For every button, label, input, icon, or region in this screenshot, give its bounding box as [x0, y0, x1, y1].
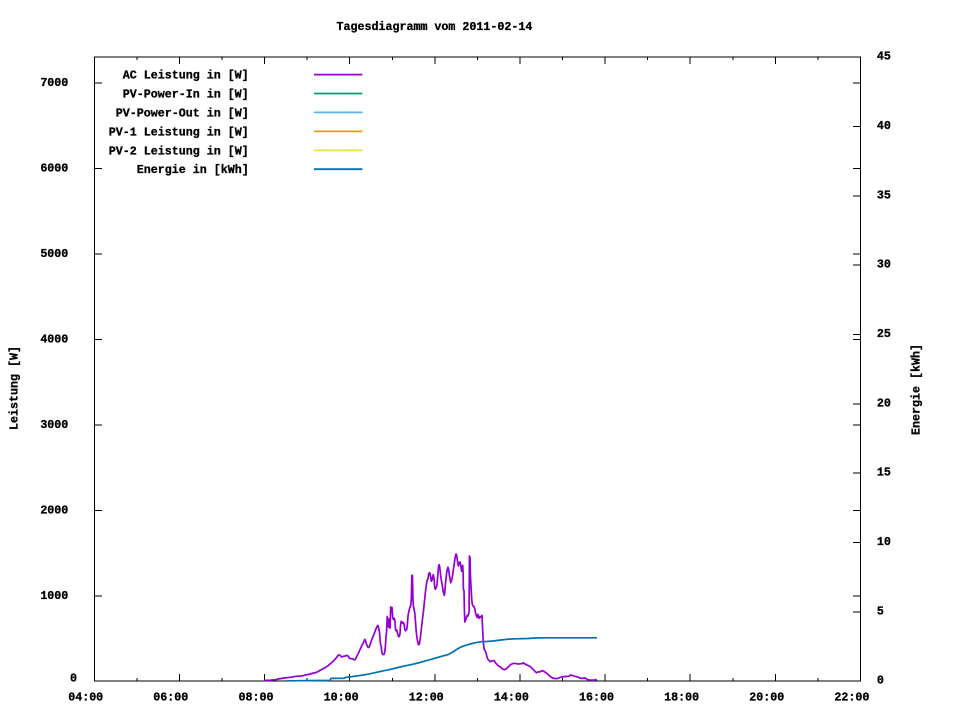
svg-text:PV-1 Leistung in [W]: PV-1 Leistung in [W] — [109, 125, 249, 139]
svg-text:06:00: 06:00 — [153, 691, 188, 705]
svg-text:25: 25 — [877, 327, 891, 341]
svg-text:20:00: 20:00 — [749, 691, 784, 705]
svg-text:20: 20 — [877, 396, 891, 410]
svg-text:1000: 1000 — [40, 589, 68, 603]
svg-text:5000: 5000 — [40, 247, 68, 261]
svg-text:12:00: 12:00 — [409, 691, 444, 705]
svg-text:10: 10 — [877, 535, 891, 549]
svg-text:4000: 4000 — [40, 332, 68, 346]
svg-text:PV-2 Leistung in [W]: PV-2 Leistung in [W] — [109, 144, 249, 158]
svg-text:30: 30 — [877, 258, 891, 272]
svg-text:35: 35 — [877, 188, 891, 202]
svg-text:7000: 7000 — [40, 76, 68, 90]
svg-text:AC Leistung in [W]: AC Leistung in [W] — [123, 69, 249, 83]
svg-text:Leistung [W]: Leistung [W] — [8, 346, 22, 430]
svg-text:Energie [kWh]: Energie [kWh] — [910, 344, 924, 435]
svg-text:22:00: 22:00 — [834, 691, 869, 705]
svg-text:Tagesdiagramm vom 2011-02-14: Tagesdiagramm vom 2011-02-14 — [337, 20, 533, 34]
svg-text:40: 40 — [877, 119, 891, 133]
svg-text:15: 15 — [877, 466, 891, 480]
svg-text:2000: 2000 — [40, 503, 68, 517]
svg-text:18:00: 18:00 — [664, 691, 699, 705]
svg-text:6000: 6000 — [40, 162, 68, 176]
svg-text:Energie in [kWh]: Energie in [kWh] — [137, 163, 249, 177]
svg-text:16:00: 16:00 — [579, 691, 614, 705]
svg-text:08:00: 08:00 — [239, 691, 274, 705]
svg-text:0: 0 — [877, 674, 884, 688]
svg-text:3000: 3000 — [40, 418, 68, 432]
svg-text:04:00: 04:00 — [68, 691, 103, 705]
svg-text:45: 45 — [877, 50, 891, 64]
svg-text:PV-Power-Out in [W]: PV-Power-Out in [W] — [116, 106, 249, 120]
svg-text:10:00: 10:00 — [324, 691, 359, 705]
svg-text:PV-Power-In in [W]: PV-Power-In in [W] — [123, 88, 249, 102]
svg-text:5: 5 — [877, 604, 884, 618]
svg-text:14:00: 14:00 — [494, 691, 529, 705]
svg-text:0: 0 — [70, 672, 77, 686]
